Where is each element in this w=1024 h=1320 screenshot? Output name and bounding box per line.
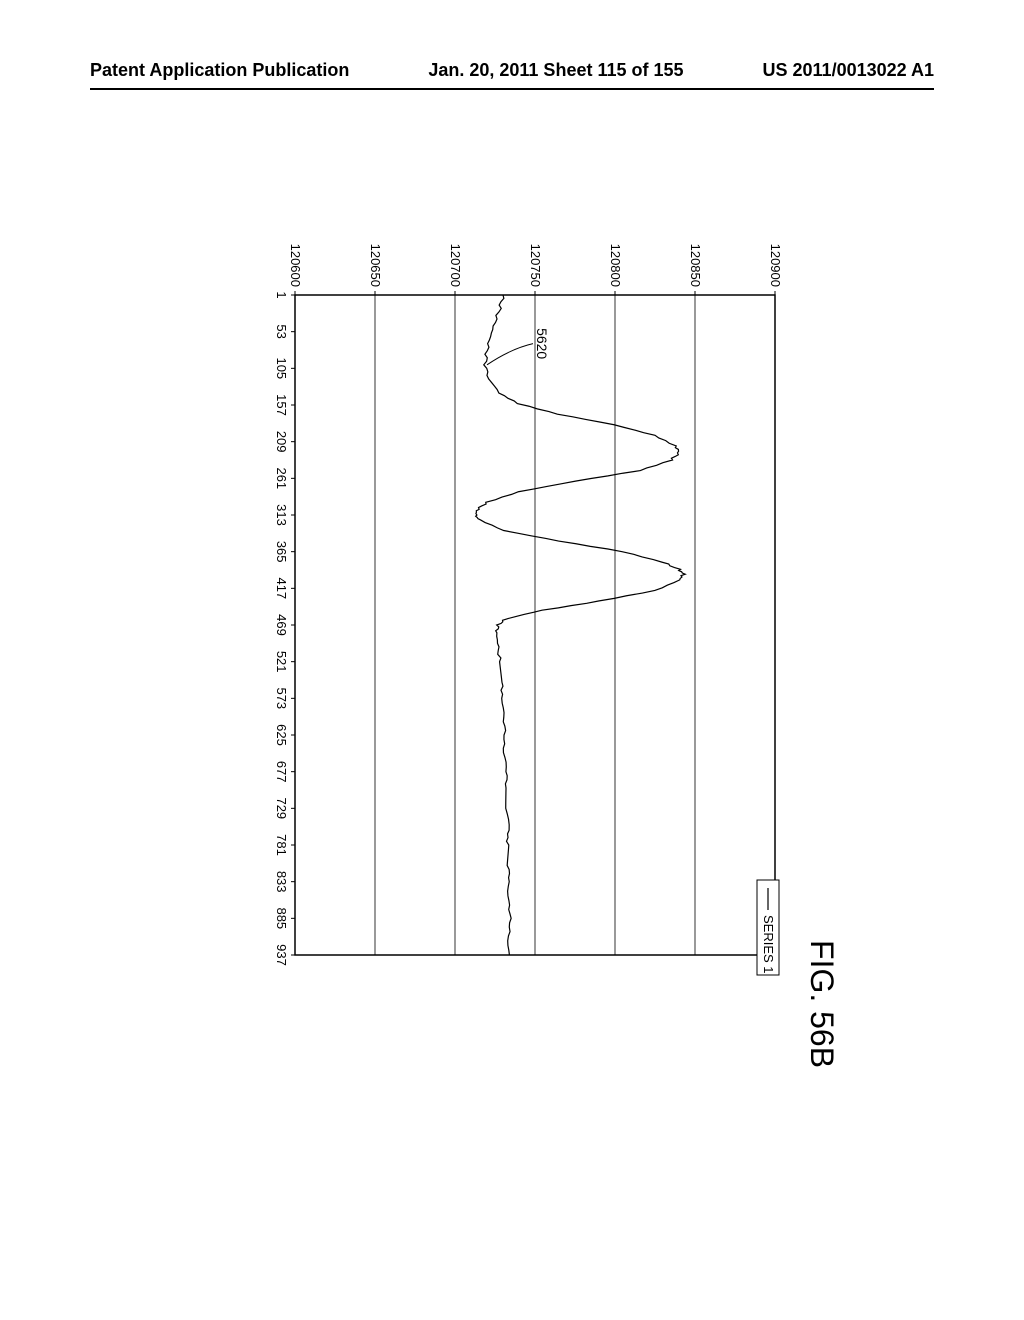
xtick-label: 521 <box>274 651 289 673</box>
xtick-label: 209 <box>274 431 289 453</box>
xtick-label: 365 <box>274 541 289 563</box>
page: Patent Application Publication Jan. 20, … <box>0 0 1024 1320</box>
page-header: Patent Application Publication Jan. 20, … <box>0 60 1024 81</box>
xtick-label: 677 <box>274 761 289 783</box>
xtick-label: 53 <box>274 324 289 338</box>
xtick-label: 937 <box>274 944 289 966</box>
xtick-label: 417 <box>274 577 289 599</box>
xtick-label: 313 <box>274 504 289 526</box>
figure-caption-text: FIG. 56B <box>804 940 840 1068</box>
xtick-label: 885 <box>274 907 289 929</box>
line-chart: 1206001206501207001207501208001208501209… <box>200 215 795 995</box>
xtick-label: 833 <box>274 871 289 893</box>
ytick-label: 120600 <box>288 244 303 287</box>
xtick-label: 261 <box>274 467 289 489</box>
xtick-label: 105 <box>274 357 289 379</box>
figure-caption: FIG. 56B <box>803 940 840 1068</box>
header-center: Jan. 20, 2011 Sheet 115 of 155 <box>428 60 683 81</box>
xtick-label: 1 <box>274 291 289 298</box>
annotation-label: 5620 <box>534 328 550 359</box>
ytick-label: 120650 <box>368 244 383 287</box>
ytick-label: 120850 <box>688 244 703 287</box>
ytick-label: 120700 <box>448 244 463 287</box>
legend-label: SERIES 1 <box>761 915 776 974</box>
ytick-label: 120750 <box>528 244 543 287</box>
xtick-label: 469 <box>274 614 289 636</box>
xtick-label: 157 <box>274 394 289 416</box>
ytick-label: 120900 <box>768 244 783 287</box>
xtick-label: 729 <box>274 797 289 819</box>
xtick-label: 625 <box>274 724 289 746</box>
xtick-label: 781 <box>274 834 289 856</box>
ytick-label: 120800 <box>608 244 623 287</box>
figure-rotated-frame: 1206001206501207001207501208001208501209… <box>200 215 795 995</box>
header-left: Patent Application Publication <box>90 60 349 81</box>
figure-container: 1206001206501207001207501208001208501209… <box>200 215 795 995</box>
xtick-label: 573 <box>274 687 289 709</box>
header-rule <box>90 88 934 90</box>
header-right: US 2011/0013022 A1 <box>763 60 934 81</box>
